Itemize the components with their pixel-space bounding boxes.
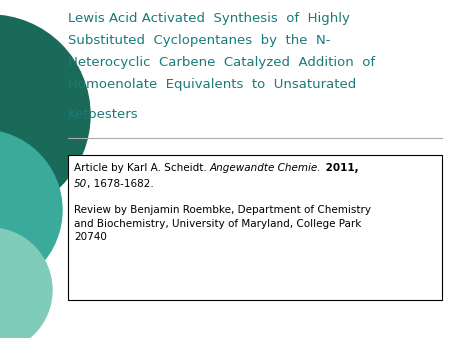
Text: Homoenolate  Equivalents  to  Unsaturated: Homoenolate Equivalents to Unsaturated [68, 78, 356, 91]
Circle shape [0, 228, 52, 338]
Text: Ketoesters: Ketoesters [68, 108, 139, 121]
Text: Angewandte Chemie.: Angewandte Chemie. [210, 163, 321, 173]
Text: 2011,: 2011, [321, 163, 358, 173]
FancyBboxPatch shape [68, 155, 442, 300]
Text: Heterocyclic  Carbene  Catalyzed  Addition  of: Heterocyclic Carbene Catalyzed Addition … [68, 56, 375, 69]
Text: Article by Karl A. Scheidt.: Article by Karl A. Scheidt. [74, 163, 210, 173]
Text: Review by Benjamin Roembke, Department of Chemistry
and Biochemistry, University: Review by Benjamin Roembke, Department o… [74, 205, 371, 242]
Circle shape [0, 15, 90, 215]
Text: Substituted  Cyclopentanes  by  the  N-: Substituted Cyclopentanes by the N- [68, 34, 330, 47]
Text: Lewis Acid Activated  Synthesis  of  Highly: Lewis Acid Activated Synthesis of Highly [68, 12, 350, 25]
Text: , 1678-1682.: , 1678-1682. [87, 179, 154, 189]
Text: 50: 50 [74, 179, 87, 189]
Circle shape [0, 130, 62, 290]
